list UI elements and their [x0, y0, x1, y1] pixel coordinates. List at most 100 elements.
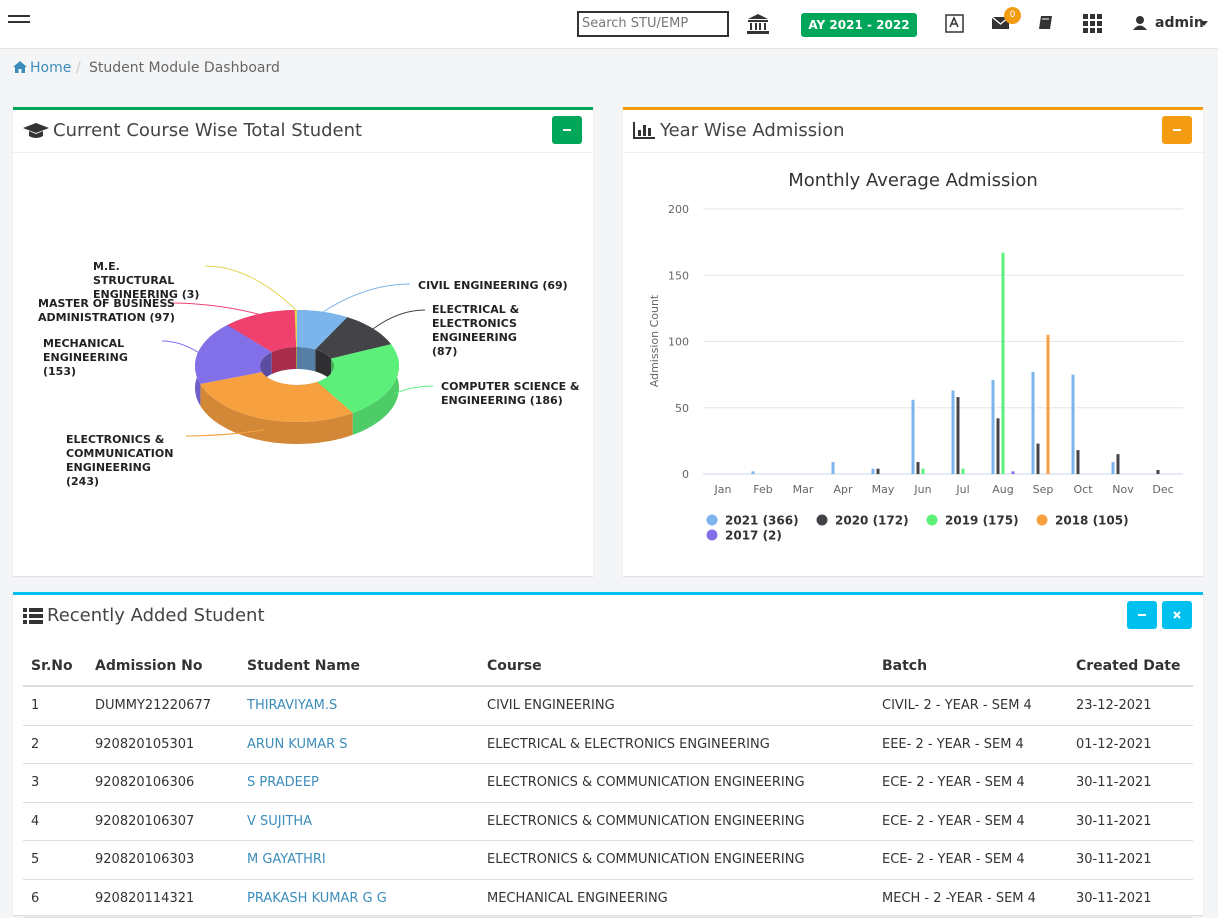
- bar: [1111, 462, 1115, 474]
- connector-line: [169, 302, 259, 315]
- y-axis-title: Admission Count: [648, 294, 661, 387]
- mail-badge: 0: [1004, 7, 1021, 24]
- slice-inner-side: [271, 347, 297, 375]
- panel-title: Year Wise Admission: [660, 120, 845, 141]
- home-icon: [13, 61, 27, 73]
- legend-label: 2019 (175): [945, 514, 1019, 528]
- table-cell: 30-11-2021: [1068, 763, 1193, 803]
- x-tick-label: May: [872, 483, 895, 496]
- table-cell: CIVIL- 2 - YEAR - SEM 4: [874, 686, 1068, 726]
- column-header: Sr.No: [23, 647, 87, 687]
- institution-icon[interactable]: [747, 13, 769, 35]
- charts: Monthly Average Admission Admission Count…: [161, 170, 1183, 543]
- student-link[interactable]: M GAYATHRI: [247, 852, 326, 868]
- table-cell: 920820105301: [87, 725, 239, 764]
- column-header: Student Name: [239, 647, 479, 687]
- student-link[interactable]: S PRADEEP: [247, 775, 319, 791]
- graduation-icon: [23, 123, 49, 138]
- pie-label: M.E. STRUCTURAL ENGINEERING (3): [93, 260, 200, 301]
- panel-header: [623, 110, 1203, 153]
- bar: [1001, 252, 1005, 474]
- pie-slice: [294, 310, 297, 347]
- table-cell: DUMMY21220677: [87, 686, 239, 726]
- pie-slice: [297, 310, 348, 350]
- panel-title: Current Course Wise Total Student: [53, 120, 363, 141]
- table-cell: 2: [23, 725, 87, 764]
- breadcrumb-home[interactable]: Home: [30, 60, 72, 76]
- slice-inner-side: [297, 347, 316, 372]
- y-tick-label: 100: [668, 336, 689, 349]
- table-cell: CIVIL ENGINEERING: [479, 686, 874, 726]
- column-header: Batch: [874, 647, 1068, 687]
- connector-line: [161, 340, 199, 353]
- table-cell: 30-11-2021: [1068, 840, 1193, 880]
- book-icon[interactable]: [1038, 15, 1054, 31]
- bar: [956, 397, 960, 474]
- table-cell: M GAYATHRI: [239, 840, 479, 880]
- x-tick-label: Jan: [714, 483, 732, 496]
- slice-side: [200, 383, 353, 444]
- bar: [961, 468, 965, 474]
- slice-inner-side: [296, 347, 297, 369]
- list-icon: [23, 608, 43, 624]
- table-cell: ELECTRONICS & COMMUNICATION ENGINEERING: [479, 840, 874, 880]
- table-row: 5 920820106303 M GAYATHRI ELECTRONICS & COM…: [23, 840, 1193, 880]
- table-cell: ELECTRONICS & COMMUNICATION ENGINEERING: [479, 763, 874, 803]
- menu-toggle[interactable]: [8, 14, 32, 30]
- caret: [1200, 21, 1208, 26]
- bar: [1076, 450, 1080, 474]
- slice-inner-side: [260, 352, 272, 395]
- legend-marker: [706, 529, 718, 541]
- user-menu[interactable]: admin: [1155, 15, 1204, 31]
- x-tick-label: Jul: [955, 483, 969, 496]
- table-cell: 01-12-2021: [1068, 725, 1193, 764]
- collapse-button[interactable]: [1162, 116, 1192, 144]
- academic-year-button[interactable]: AY 2021 - 2022: [801, 13, 917, 37]
- apps-icon[interactable]: [1083, 14, 1103, 34]
- student-link[interactable]: V SUJITHA: [247, 813, 313, 829]
- bar: [991, 379, 995, 474]
- y-tick-label: 150: [668, 269, 689, 282]
- table-cell: ELECTRICAL & ELECTRONICS ENGINEERING: [479, 725, 874, 764]
- connector-line: [322, 283, 411, 313]
- legend-label: 2021 (366): [725, 514, 799, 528]
- table-cell: ECE- 2 - YEAR - SEM 4: [874, 802, 1068, 841]
- y-tick-label: 50: [675, 402, 689, 415]
- student-link[interactable]: THIRAVIYAM.S: [247, 698, 338, 714]
- translate-icon[interactable]: [945, 14, 965, 34]
- table-cell: 23-12-2021: [1068, 686, 1193, 726]
- student-link[interactable]: ARUN KUMAR S: [247, 736, 348, 752]
- table-cell: 30-11-2021: [1068, 802, 1193, 841]
- pie-label: ELECTRICAL & ELECTRONICS ENGINEERING (87…: [432, 303, 520, 358]
- bar: [1011, 471, 1015, 474]
- bar: [916, 462, 920, 474]
- table-row: 3 920820106306 S PRADEEP ELECTRONICS & COMM…: [23, 763, 1193, 803]
- table-cell: 1: [23, 686, 87, 726]
- table-cell: 920820106303: [87, 840, 239, 880]
- bar: [751, 471, 755, 474]
- table-cell: THIRAVIYAM.S: [239, 686, 479, 726]
- pie-slice: [315, 317, 391, 359]
- column-header: Created Date: [1068, 647, 1193, 687]
- search-input[interactable]: Search STU/EMP: [577, 11, 729, 37]
- collapse-button[interactable]: [1127, 601, 1157, 629]
- close-button[interactable]: [1162, 601, 1192, 629]
- user-icon[interactable]: [1132, 15, 1148, 31]
- table-cell: 4: [23, 802, 87, 841]
- table-cell: ECE- 2 - YEAR - SEM 4: [874, 763, 1068, 803]
- bar: [921, 468, 925, 474]
- connector-line: [204, 265, 297, 311]
- table-cell: ECE- 2 - YEAR - SEM 4: [874, 840, 1068, 880]
- x-tick-label: Aug: [992, 483, 1013, 496]
- x-tick-label: Feb: [753, 483, 772, 496]
- collapse-button[interactable]: [552, 116, 582, 144]
- legend-marker: [706, 514, 718, 526]
- chart-title: Monthly Average Admission: [788, 170, 1038, 191]
- table-cell: ELECTRONICS & COMMUNICATION ENGINEERING: [479, 802, 874, 841]
- legend-label: 2020 (172): [835, 514, 909, 528]
- column-header: Course: [479, 647, 874, 687]
- table-cell: EEE- 2 - YEAR - SEM 4: [874, 725, 1068, 764]
- panel-header: [13, 110, 593, 153]
- table-row: 4 920820106307 V SUJITHA ELECTRONICS & COMM…: [23, 802, 1193, 841]
